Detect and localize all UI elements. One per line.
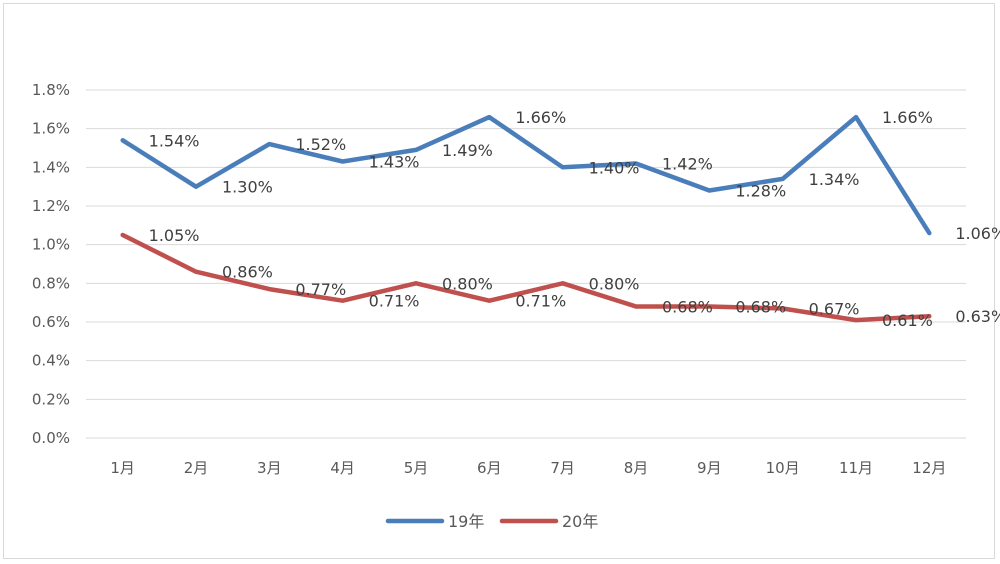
x-tick-label: 4月 <box>330 459 355 477</box>
legend-label: 20年 <box>562 512 598 531</box>
series-line-1 <box>120 114 932 236</box>
data-label: 0.68% <box>735 298 786 317</box>
data-label: 0.68% <box>662 298 713 317</box>
data-label: 0.80% <box>589 274 640 293</box>
x-tick-label: 6月 <box>477 459 502 477</box>
y-tick-label: 1.2% <box>32 197 70 215</box>
data-label: 1.34% <box>809 170 860 189</box>
y-tick-label: 0.0% <box>32 429 70 447</box>
y-tick-label: 1.0% <box>32 236 70 254</box>
data-label: 1.28% <box>735 182 786 201</box>
x-tick-label: 9月 <box>697 459 722 477</box>
data-label: 0.77% <box>295 280 346 299</box>
legend-label: 19年 <box>448 512 484 531</box>
y-tick-label: 0.6% <box>32 313 70 331</box>
series-lines <box>120 114 932 323</box>
data-label: 1.40% <box>589 158 640 177</box>
x-tick-label: 2月 <box>184 459 209 477</box>
data-labels: 1.54% 1.30% 1.52% 1.43% 1.49% 1.66% 1.40% 1.42%… <box>149 108 1000 330</box>
data-label: 1.66% <box>882 108 933 127</box>
y-tick-label: 0.2% <box>32 390 70 408</box>
data-label: 0.67% <box>809 299 860 318</box>
x-tick-label: 8月 <box>624 459 649 477</box>
data-label: 0.71% <box>515 292 566 311</box>
x-tick-label: 5月 <box>404 459 429 477</box>
x-tick-label: 10月 <box>766 459 800 477</box>
data-label: 0.86% <box>222 263 273 282</box>
x-tick-label: 11月 <box>839 459 873 477</box>
chart-frame <box>3 3 995 559</box>
data-label: 0.63% <box>955 307 1000 326</box>
x-tick-label: 1月 <box>110 459 135 477</box>
data-label: 0.71% <box>369 292 420 311</box>
x-axis-ticks: 1月 2月 3月 4月 5月 6月 7月 8月 9月 10月 11月 12月 <box>110 459 946 477</box>
data-label: 1.66% <box>515 108 566 127</box>
data-label: 1.52% <box>295 135 346 154</box>
data-label: 1.49% <box>442 141 493 160</box>
data-label: 1.54% <box>149 131 200 150</box>
data-label: 1.30% <box>222 178 273 197</box>
series-line-2 <box>120 232 932 323</box>
y-tick-label: 0.8% <box>32 274 70 292</box>
legend: 19年 20年 <box>385 512 598 531</box>
x-tick-label: 12月 <box>912 459 946 477</box>
y-tick-label: 0.4% <box>32 352 70 370</box>
x-tick-label: 7月 <box>550 459 575 477</box>
y-tick-label: 1.4% <box>32 158 70 176</box>
y-axis-ticks: 0.0% 0.2% 0.4% 0.6% 0.8% 1.0% 1.2% 1.4% 1.6% 1.8% <box>32 81 70 447</box>
data-label: 1.05% <box>149 226 200 245</box>
data-label: 1.42% <box>662 154 713 173</box>
data-label: 0.61% <box>882 311 933 330</box>
grid-lines <box>86 89 966 439</box>
y-tick-label: 1.6% <box>32 120 70 138</box>
data-label: 0.80% <box>442 274 493 293</box>
data-label: 1.43% <box>369 153 420 172</box>
data-label: 1.06% <box>955 224 1000 243</box>
y-tick-label: 1.8% <box>32 81 70 99</box>
x-tick-label: 3月 <box>257 459 282 477</box>
